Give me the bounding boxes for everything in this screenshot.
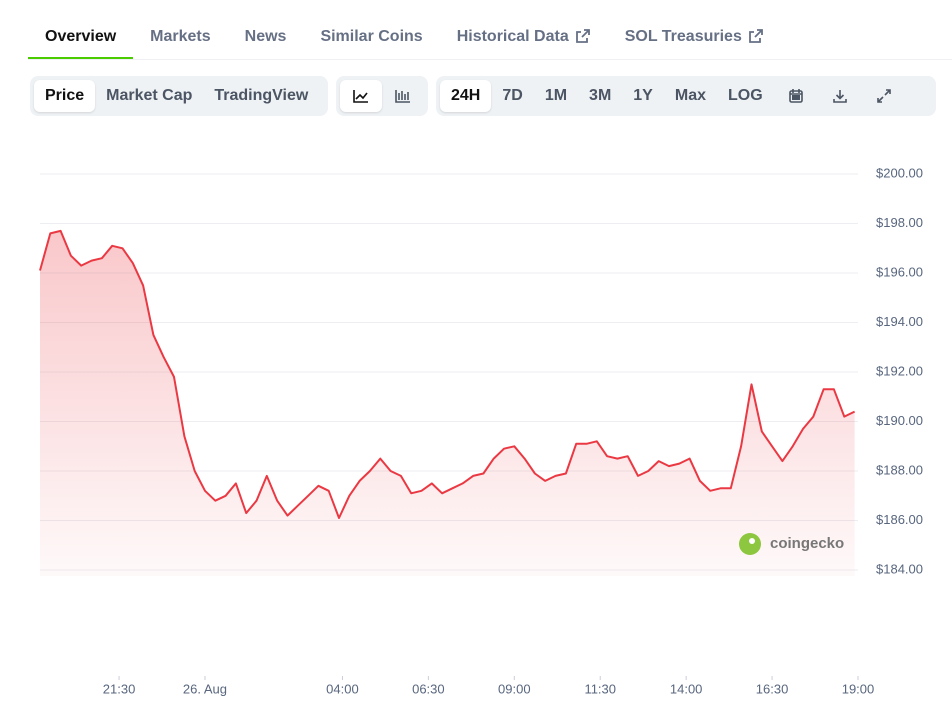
candle-icon [395,90,410,103]
tab[interactable]: Overview [28,20,134,60]
tab-label: News [244,28,287,45]
y-tick-label: $192.00 [876,363,923,378]
mode-button[interactable]: Market Cap [106,87,193,104]
range-button[interactable]: 1M [544,87,568,104]
x-tick-label: 11:30 [584,681,616,696]
y-tick-label: $184.00 [876,561,923,576]
download-button[interactable] [818,80,862,112]
price-line [39,229,856,519]
tab[interactable]: SOL Treasuries [608,20,781,58]
style-group [336,76,428,116]
tab-label: Markets [150,28,211,45]
range-button[interactable]: 24H [440,80,492,112]
tab-bar: Overview Markets News Similar Coins Hist… [28,20,781,60]
range-button[interactable]: 1Y [633,87,653,104]
x-tick-label: 04:00 [326,681,359,696]
x-tick-label: 26. Aug [183,681,227,696]
external-link-icon [575,29,590,43]
external-link-icon [748,29,763,43]
y-tick-label: $194.00 [876,314,923,329]
y-tick-label: $196.00 [876,264,923,279]
download-icon [832,90,847,103]
tab-label: Historical Data [456,28,569,45]
x-tick-label: 06:30 [412,681,445,696]
tab[interactable]: News [228,20,304,58]
area-fill [40,230,855,576]
x-tick-label: 19:00 [842,681,875,696]
watermark: coingecko [739,533,844,555]
y-tick-label: $198.00 [876,215,923,230]
line-icon [353,90,368,103]
x-tick-label: 16:30 [756,681,789,696]
candle-chart-button[interactable] [382,80,424,112]
tab-divider [28,59,952,60]
y-tick-label: $186.00 [876,512,923,527]
mode-button[interactable]: Price [34,80,96,112]
tab[interactable]: Similar Coins [303,20,439,58]
tab[interactable]: Historical Data [440,20,608,58]
range-button[interactable]: Max [674,87,706,104]
x-tick-label: 21:30 [103,681,136,696]
tab[interactable]: Markets [133,20,227,58]
y-tick-label: $188.00 [876,462,923,477]
y-tick-label: $200.00 [876,165,923,180]
y-tick-label: $190.00 [876,413,923,428]
watermark-text: coingecko [770,535,844,552]
tab-label: Similar Coins [320,28,423,45]
range-button[interactable]: 3M [589,87,612,104]
range-button[interactable]: 7D [502,87,523,104]
calendar-icon [788,89,803,103]
range-group: 24H 7D 1M 3M 1Y Max LOG [436,76,936,116]
expand-icon [876,89,891,103]
x-tick-label: 14:00 [670,681,703,696]
calendar-button[interactable] [774,80,818,112]
tab-label: SOL Treasuries [624,28,742,45]
fullscreen-button[interactable] [862,80,906,112]
range-button[interactable]: LOG [727,87,763,104]
mode-group: Price Market Cap TradingView [30,76,328,116]
x-tick-label: 09:00 [498,681,531,696]
mode-button[interactable]: TradingView [214,87,309,104]
line-chart-button[interactable] [340,80,382,112]
tab-label: Overview [45,28,117,45]
